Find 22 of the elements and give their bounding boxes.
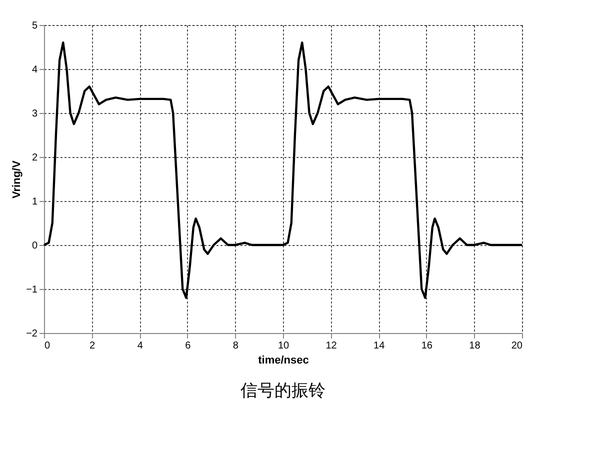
x-tick-label: 16 <box>421 340 433 352</box>
x-tick-label: 4 <box>137 340 144 352</box>
x-tick-label: 12 <box>326 340 338 352</box>
y-tick-label: 2 <box>32 152 38 164</box>
x-tick-label: 0 <box>44 340 50 352</box>
x-tick-label: 2 <box>90 340 96 352</box>
x-tick-label: 20 <box>511 340 523 352</box>
x-tick-label: 10 <box>278 340 290 352</box>
y-axis-title: Vring/V <box>11 160 24 198</box>
x-tick-label: 8 <box>232 340 239 352</box>
y-tick-label: 3 <box>32 108 38 120</box>
y-tick-label: 1 <box>32 196 38 208</box>
x-tick-label: 14 <box>374 340 386 352</box>
text: 信号的振铃 <box>240 381 326 401</box>
x-tick-label: 18 <box>469 340 481 352</box>
y-tick-label: 0 <box>32 240 38 252</box>
y-tick-label: −2 <box>26 328 38 340</box>
y-tick-label: 5 <box>32 20 38 32</box>
y-tick-label: −1 <box>26 284 38 296</box>
x-tick-label: 6 <box>185 340 192 352</box>
y-tick-label: 4 <box>32 64 38 76</box>
x-axis-title: time/nsec <box>258 354 309 366</box>
